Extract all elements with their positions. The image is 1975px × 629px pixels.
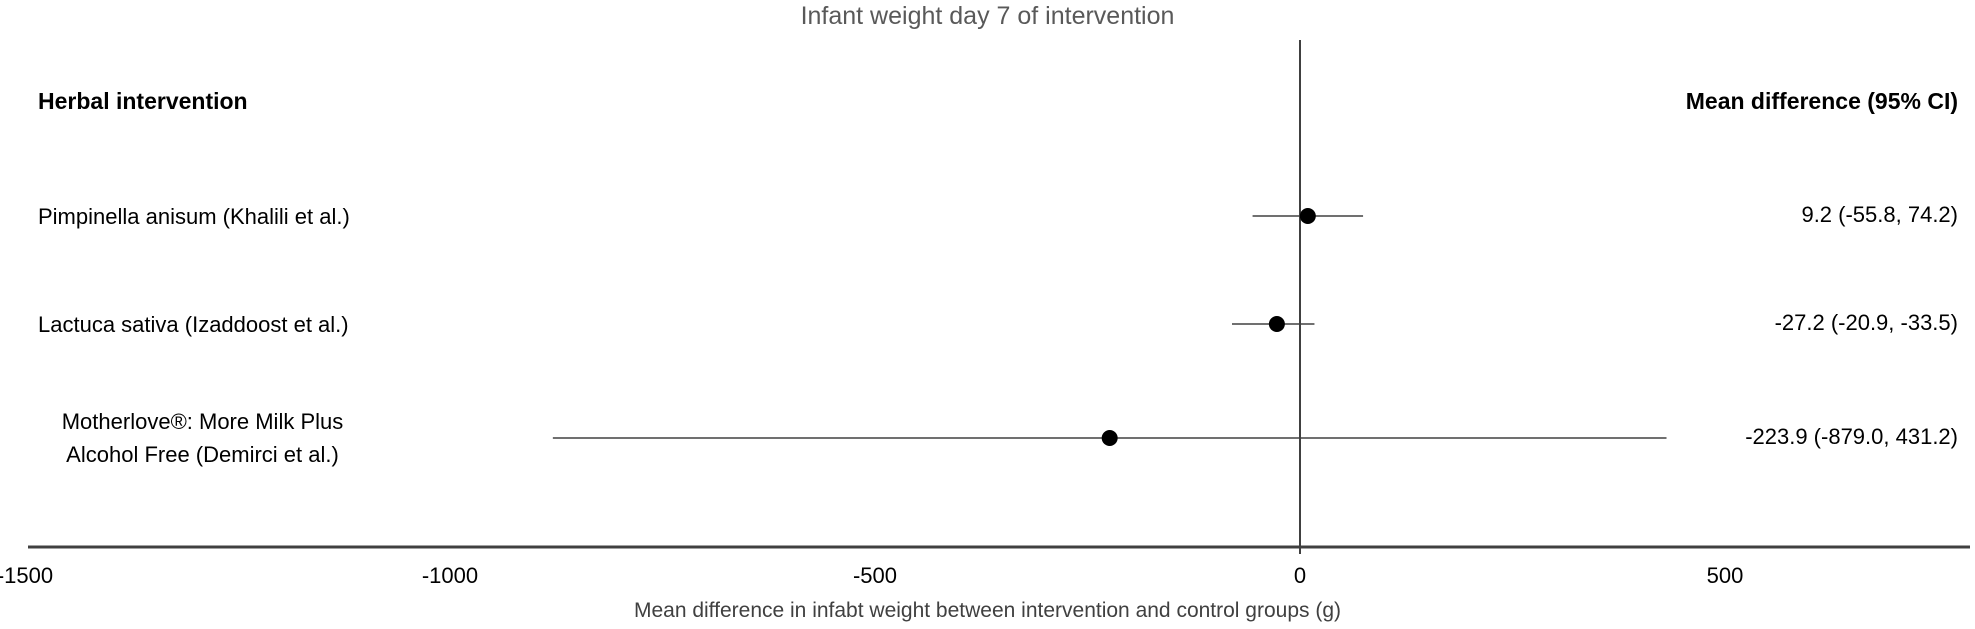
column-header-herbal-intervention: Herbal intervention bbox=[38, 88, 248, 114]
x-axis-label: Mean difference in infabt weight between… bbox=[633, 599, 1342, 622]
mean-difference-value: -223.9 (-879.0, 431.2) bbox=[1745, 424, 1958, 449]
x-tick-label: -1000 bbox=[421, 563, 479, 588]
study-label: Pimpinella anisum (Khalili et al.) bbox=[38, 203, 350, 229]
x-tick-label: -500 bbox=[852, 563, 898, 588]
x-tick-label: 500 bbox=[1706, 563, 1744, 588]
mean-marker bbox=[1299, 208, 1316, 224]
mean-difference-value: -27.2 (-20.9, -33.5) bbox=[1774, 310, 1958, 335]
x-tick-label: 0 bbox=[1293, 563, 1307, 588]
column-header-mean-difference: Mean difference (95% CI) bbox=[1685, 88, 1958, 114]
mean-marker bbox=[1101, 430, 1118, 446]
mean-difference-value: 9.2 (-55.8, 74.2) bbox=[1801, 202, 1958, 227]
chart-title: Infant weight day 7 of intervention bbox=[800, 2, 1175, 30]
x-tick-label: -1500 bbox=[0, 563, 54, 588]
mean-marker bbox=[1268, 316, 1285, 332]
study-label: Motherlove®: More Milk Plus Alcohol Free… bbox=[61, 409, 344, 467]
study-label: Lactuca sativa (Izaddoost et al.) bbox=[38, 311, 349, 337]
